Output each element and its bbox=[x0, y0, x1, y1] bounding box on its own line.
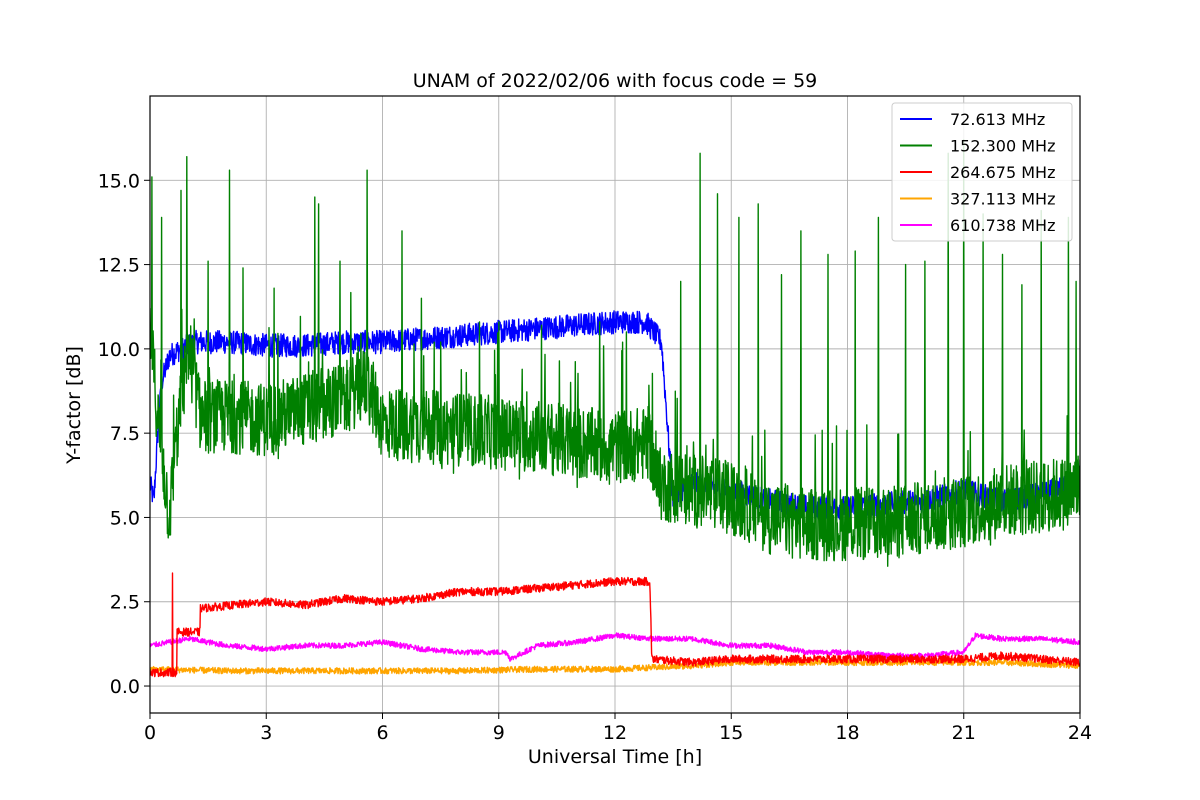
legend-label: 610.738 MHz bbox=[950, 216, 1055, 235]
y-tick-label: 0.0 bbox=[110, 676, 140, 698]
series-layer bbox=[150, 139, 1080, 678]
legend-label: 72.613 MHz bbox=[950, 110, 1045, 129]
x-tick-label: 15 bbox=[719, 722, 743, 744]
legend-entry: 327.113 MHz bbox=[900, 190, 1055, 209]
x-tick-label: 9 bbox=[493, 722, 505, 744]
legend-entry: 72.613 MHz bbox=[900, 110, 1045, 129]
x-axis-label: Universal Time [h] bbox=[528, 746, 702, 768]
legend-box bbox=[891, 102, 1073, 242]
x-tick-label: 6 bbox=[376, 722, 388, 744]
y-tick-label: 5.0 bbox=[110, 507, 140, 529]
x-tick-label: 21 bbox=[952, 722, 976, 744]
legend-label: 327.113 MHz bbox=[950, 190, 1055, 209]
x-tick-label: 12 bbox=[603, 722, 627, 744]
y-axis: 0.0 2.5 5.0 7.5 10.0 12.5 15.0 bbox=[98, 170, 150, 698]
legend: 72.613 MHz 152.300 MHz 264.675 MHz 327.113 … bbox=[891, 102, 1073, 242]
x-axis: 0 3 6 9 12 15 18 21 24 bbox=[144, 713, 1092, 744]
series-line-264-675-mhz bbox=[150, 572, 1080, 678]
x-tick-label: 0 bbox=[144, 722, 156, 744]
x-tick-label: 18 bbox=[835, 722, 859, 744]
legend-entry: 264.675 MHz bbox=[900, 163, 1055, 182]
legend-entry: 152.300 MHz bbox=[900, 137, 1055, 156]
legend-label: 264.675 MHz bbox=[950, 163, 1055, 182]
chart-title: UNAM of 2022/02/06 with focus code = 59 bbox=[413, 70, 818, 92]
y-axis-label: Y-factor [dB] bbox=[63, 346, 85, 465]
x-tick-label: 3 bbox=[260, 722, 272, 744]
y-tick-label: 12.5 bbox=[98, 255, 140, 277]
y-tick-label: 2.5 bbox=[110, 592, 140, 614]
legend-entry: 610.738 MHz bbox=[900, 216, 1055, 235]
series-line-152-300-mhz bbox=[150, 139, 1080, 567]
series-line-610-738-mhz bbox=[150, 632, 1080, 662]
x-tick-label: 24 bbox=[1068, 722, 1092, 744]
y-tick-label: 15.0 bbox=[98, 170, 140, 192]
y-tick-label: 10.0 bbox=[98, 339, 140, 361]
y-tick-label: 7.5 bbox=[110, 423, 140, 445]
legend-label: 152.300 MHz bbox=[950, 137, 1055, 156]
